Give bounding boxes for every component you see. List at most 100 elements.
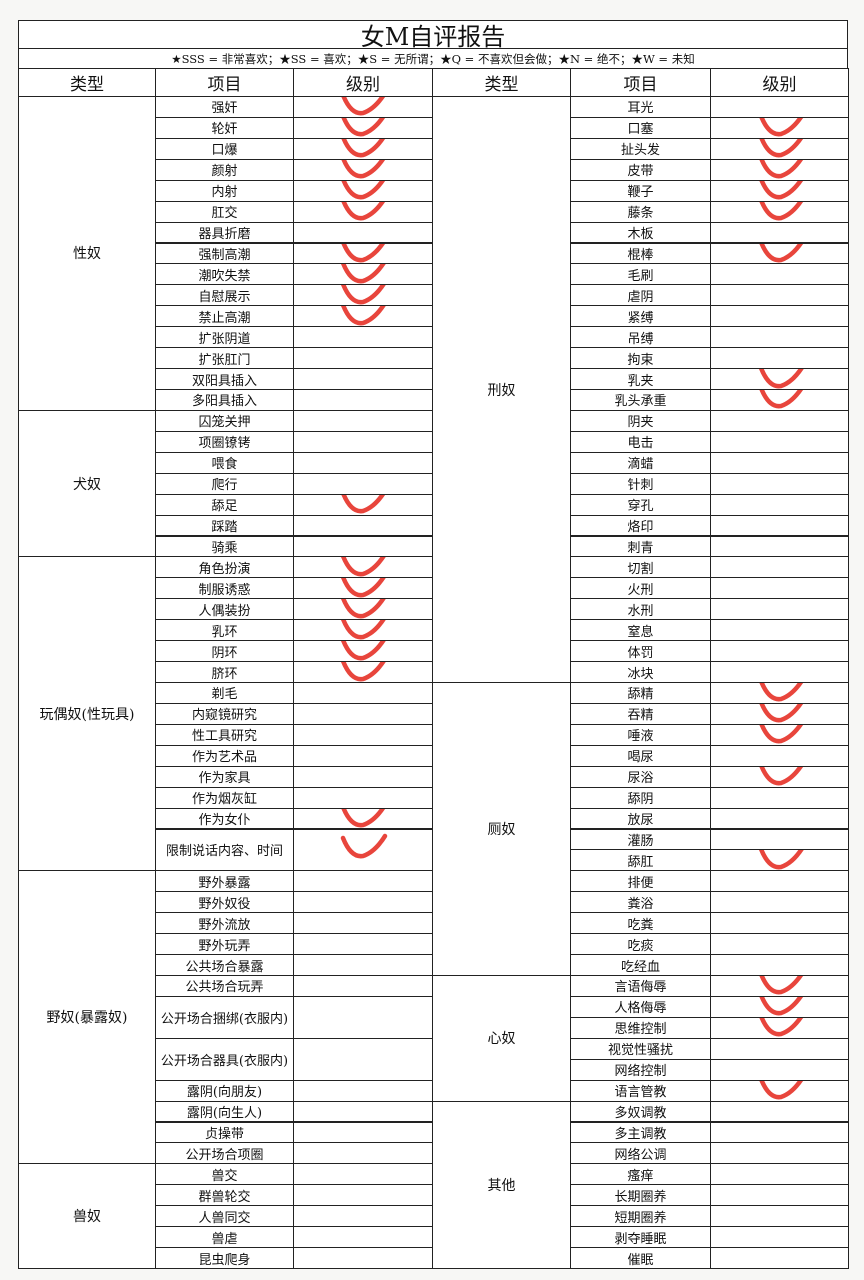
level-cell[interactable] [710,1184,849,1207]
level-cell[interactable] [710,179,849,202]
level-cell[interactable] [293,514,433,537]
level-cell[interactable] [710,870,849,893]
level-cell[interactable] [293,96,433,118]
level-cell[interactable] [710,933,849,956]
level-cell[interactable] [710,451,849,474]
level-cell[interactable] [710,640,849,663]
level-cell[interactable] [293,619,433,642]
level-cell[interactable] [293,640,433,663]
level-cell[interactable] [710,535,849,558]
level-cell[interactable] [710,891,849,914]
level-cell[interactable] [293,807,433,830]
level-cell[interactable] [293,409,433,432]
level-cell[interactable] [710,284,849,307]
level-cell[interactable] [710,598,849,621]
level-cell[interactable] [293,556,433,579]
level-cell[interactable] [293,891,433,914]
level-cell[interactable] [293,200,433,223]
level-cell[interactable] [710,409,849,432]
level-cell[interactable] [293,472,433,495]
level-cell[interactable] [710,242,849,265]
level-cell[interactable] [710,514,849,537]
level-cell[interactable] [293,702,433,725]
level-cell[interactable] [710,702,849,725]
level-cell[interactable] [710,975,849,997]
level-cell[interactable] [293,723,433,746]
level-cell[interactable] [293,221,433,244]
level-cell[interactable] [710,807,849,830]
level-cell[interactable] [710,577,849,600]
level-cell[interactable] [710,619,849,642]
level-cell[interactable] [293,1142,433,1165]
level-cell[interactable] [293,870,433,893]
level-cell[interactable] [710,744,849,767]
level-cell[interactable] [710,1226,849,1249]
level-cell[interactable] [293,347,433,370]
level-cell[interactable] [293,493,433,516]
level-cell[interactable] [293,933,433,956]
level-cell[interactable] [293,1163,433,1186]
level-cell[interactable] [710,368,849,390]
level-cell[interactable] [710,849,849,872]
level-cell[interactable] [293,577,433,600]
level-cell[interactable] [293,326,433,349]
level-cell[interactable] [710,472,849,495]
level-cell[interactable] [710,200,849,223]
level-cell[interactable] [710,912,849,935]
level-cell[interactable] [710,765,849,788]
level-cell[interactable] [710,137,849,160]
level-cell[interactable] [293,1037,433,1081]
level-cell[interactable] [293,284,433,307]
level-cell[interactable] [293,263,433,286]
level-cell[interactable] [293,995,433,1039]
level-cell[interactable] [293,137,433,160]
level-cell[interactable] [293,744,433,767]
level-cell[interactable] [293,765,433,788]
level-cell[interactable] [710,954,849,976]
level-cell[interactable] [710,493,849,516]
level-cell[interactable] [293,661,433,683]
level-cell[interactable] [710,723,849,746]
level-cell[interactable] [293,1100,433,1123]
level-cell[interactable] [293,305,433,328]
level-cell[interactable] [293,1226,433,1249]
level-cell[interactable] [293,786,433,809]
level-cell[interactable] [710,995,849,1018]
level-cell[interactable] [710,430,849,453]
level-cell[interactable] [710,158,849,181]
level-cell[interactable] [293,598,433,621]
level-cell[interactable] [710,661,849,683]
level-cell[interactable] [293,682,433,704]
level-cell[interactable] [293,179,433,202]
level-cell[interactable] [710,682,849,704]
level-cell[interactable] [710,221,849,244]
level-cell[interactable] [710,263,849,286]
level-cell[interactable] [710,96,849,118]
level-cell[interactable] [710,347,849,370]
level-cell[interactable] [710,828,849,851]
level-cell[interactable] [710,305,849,328]
level-cell[interactable] [293,389,433,411]
level-cell[interactable] [293,451,433,474]
level-cell[interactable] [710,1058,849,1081]
level-cell[interactable] [710,1205,849,1228]
level-cell[interactable] [710,326,849,349]
level-cell[interactable] [293,535,433,558]
level-cell[interactable] [293,116,433,139]
level-cell[interactable] [710,1121,849,1144]
level-cell[interactable] [710,116,849,139]
level-cell[interactable] [710,1247,849,1269]
level-cell[interactable] [293,954,433,976]
level-cell[interactable] [293,158,433,181]
level-cell[interactable] [710,1163,849,1186]
level-cell[interactable] [293,1205,433,1228]
level-cell[interactable] [710,1037,849,1060]
level-cell[interactable] [293,242,433,265]
level-cell[interactable] [710,786,849,809]
level-cell[interactable] [710,556,849,579]
level-cell[interactable] [293,975,433,997]
level-cell[interactable] [293,1079,433,1102]
level-cell[interactable] [293,912,433,935]
level-cell[interactable] [293,1184,433,1207]
level-cell[interactable] [710,389,849,411]
